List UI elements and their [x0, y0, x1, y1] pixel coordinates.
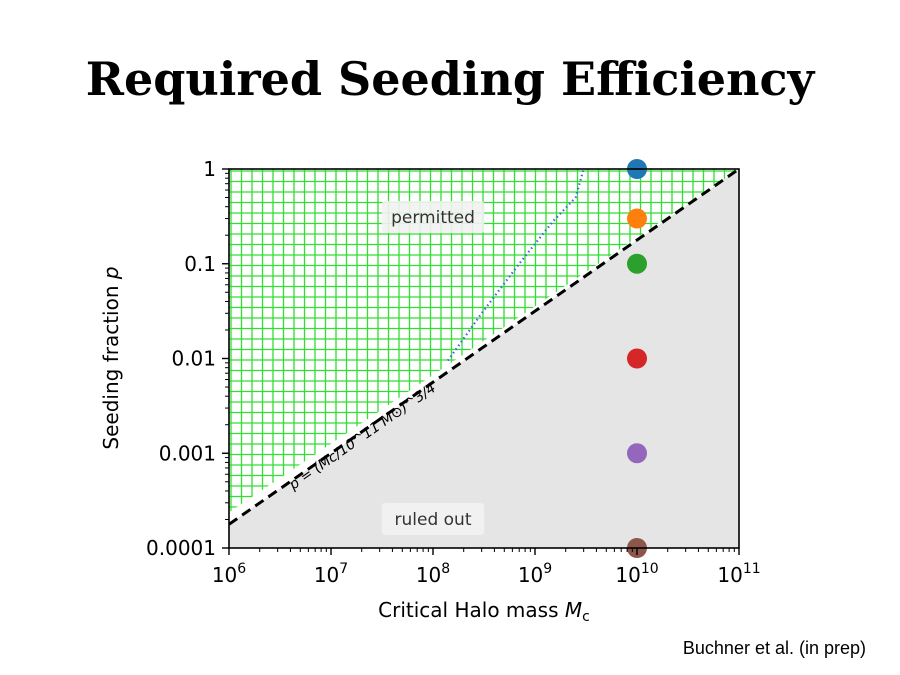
- x-tick-base: 10: [314, 563, 339, 587]
- region-label-box: [381, 503, 485, 535]
- x-axis-label-subscript: c: [582, 609, 590, 625]
- y-tick-label: 0.0001: [146, 536, 216, 560]
- data-point: [627, 443, 647, 464]
- y-tick-label: 0.01: [171, 347, 216, 371]
- dotted-curve: [447, 169, 585, 362]
- x-tick-label: 106: [212, 561, 246, 587]
- x-axis-label: Critical Halo mass Mc: [378, 598, 590, 625]
- data-point: [627, 208, 647, 229]
- x-tick-exponent: 8: [441, 561, 450, 577]
- citation: Buchner et al. (in prep): [682, 638, 866, 658]
- y-axis-label-symbol: p: [99, 266, 123, 280]
- x-tick-label: 1011: [717, 561, 760, 587]
- region-labels: permitted ruled out: [381, 201, 485, 535]
- x-tick-label: 1010: [615, 561, 658, 587]
- x-tick-label: 107: [314, 561, 348, 587]
- x-tick-base: 10: [717, 563, 742, 587]
- x-tick-label: 109: [518, 561, 552, 587]
- data-point: [627, 348, 647, 369]
- relation-dashed-line: [229, 169, 739, 526]
- x-tick-label: 108: [416, 561, 450, 587]
- x-tick-base: 10: [212, 563, 237, 587]
- ruled-out-region: [229, 169, 739, 548]
- slide-title: Required Seeding Efficiency: [85, 52, 815, 106]
- x-tick-base: 10: [518, 563, 543, 587]
- y-axis-label-text: Seeding fraction: [99, 285, 123, 449]
- y-tick-label: 0.1: [184, 252, 216, 276]
- x-tick-exponent: 9: [543, 561, 552, 577]
- plot-area: [229, 169, 739, 548]
- region-label-text: permitted: [391, 208, 475, 228]
- x-tick-exponent: 6: [237, 561, 246, 577]
- y-axis-label: Seeding fraction p: [99, 266, 123, 449]
- x-axis-label-symbol: M: [565, 598, 582, 622]
- x-tick-exponent: 11: [743, 561, 761, 577]
- x-tick-exponent: 10: [641, 561, 659, 577]
- region-label-box: [381, 201, 485, 233]
- y-tick-label: 0.001: [159, 441, 216, 465]
- x-tick-base: 10: [615, 563, 640, 587]
- x-axis-label-text: Critical Halo mass: [378, 598, 558, 622]
- y-tick-label: 1: [203, 157, 216, 181]
- data-point: [627, 253, 647, 274]
- region-label-text: ruled out: [395, 510, 472, 530]
- x-tick-base: 10: [416, 563, 441, 587]
- x-tick-exponent: 7: [339, 561, 348, 577]
- data-points: [627, 159, 647, 558]
